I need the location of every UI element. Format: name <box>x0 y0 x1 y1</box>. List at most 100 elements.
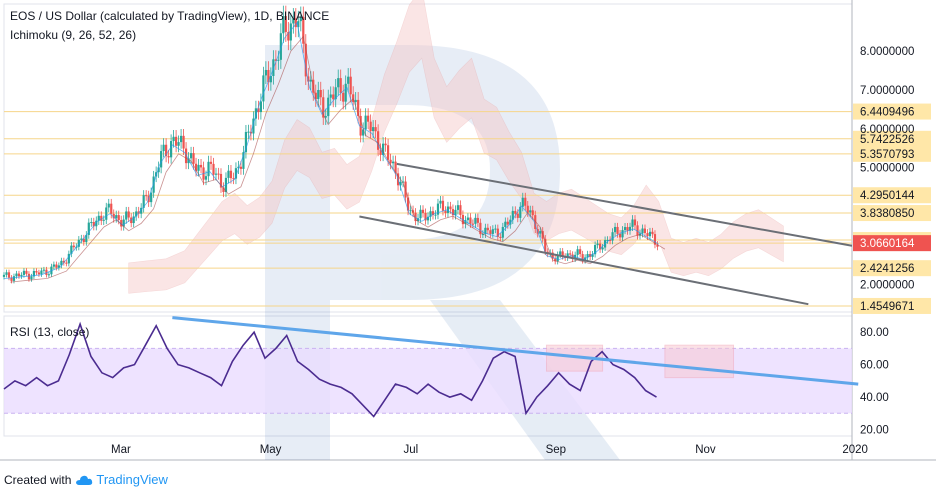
candle-body <box>382 143 385 155</box>
candle-body <box>277 59 280 61</box>
candle-body <box>157 167 160 173</box>
candle-body <box>571 254 574 259</box>
time-axis-tick: 2020 <box>842 444 868 456</box>
candle-body <box>354 99 357 103</box>
price-level-value: 6.4409496 <box>860 107 914 119</box>
created-with-label: Created with <box>4 472 72 487</box>
candle-body <box>125 211 128 220</box>
price-level-label: 2.4241256 <box>853 260 931 277</box>
candle-body <box>559 251 562 255</box>
candle-body <box>32 271 36 277</box>
candle-body <box>646 233 649 237</box>
candle-body <box>618 233 622 238</box>
candle-body <box>456 205 460 210</box>
candle-body <box>120 220 123 227</box>
candle-body <box>112 213 115 219</box>
candle-body <box>399 181 402 186</box>
candle-body <box>347 76 350 84</box>
candle-body <box>170 141 173 158</box>
candle-body <box>254 108 258 119</box>
rsi-line <box>3 321 657 418</box>
chart-title: EOS / US Dollar (calculated by TradingVi… <box>10 9 330 23</box>
candle-body <box>414 212 417 222</box>
candle-body <box>142 195 145 208</box>
candle-body <box>145 195 148 197</box>
candle-body <box>384 143 387 146</box>
time-axis-tick: May <box>260 444 282 456</box>
candle-body <box>189 153 193 159</box>
candle-body <box>297 21 300 28</box>
candle-body <box>304 43 307 77</box>
candle-body <box>207 161 210 177</box>
candle-body <box>476 217 479 223</box>
candle-body <box>377 131 380 150</box>
candle-body <box>636 225 639 236</box>
candle-body <box>60 260 63 266</box>
candle-body <box>135 211 138 217</box>
time-axis-tick: Jul <box>404 444 419 456</box>
candle-body <box>391 161 395 164</box>
candle-body <box>214 173 218 175</box>
candle-body <box>628 226 632 231</box>
candle-body <box>359 115 362 136</box>
rsi-label: RSI (13, close) <box>10 325 90 339</box>
price-level-badge <box>853 187 931 204</box>
candle-body <box>369 121 372 132</box>
candle-body <box>521 197 524 207</box>
candle-body <box>37 272 41 275</box>
candle-body <box>172 136 175 142</box>
candle-body <box>344 83 347 102</box>
price-level-value: 1.4549671 <box>860 301 914 313</box>
candle-body <box>67 253 70 264</box>
candle-body <box>606 239 609 241</box>
candle-body <box>179 135 183 143</box>
price-axis-tick: 6.0000000 <box>860 124 914 136</box>
candle-body <box>394 161 397 174</box>
candle-body <box>45 269 48 275</box>
candle-body <box>621 230 624 238</box>
candle-body <box>100 215 103 221</box>
price-level-label: 3.8380850 <box>853 205 931 222</box>
candle-body <box>633 219 637 226</box>
candle-body <box>349 76 352 95</box>
candle-body <box>257 108 260 113</box>
candle-body <box>469 217 472 224</box>
candle-body <box>434 214 437 216</box>
price-level-value: 5.7422526 <box>860 134 914 146</box>
candle-body <box>526 205 529 213</box>
candle-body <box>307 76 310 82</box>
candle-body <box>534 215 537 230</box>
candle-body <box>90 222 93 224</box>
candle-body <box>72 245 75 248</box>
candle-body <box>317 89 320 100</box>
candle-body <box>299 16 302 22</box>
price-level-label: 3.0660164 <box>853 235 931 252</box>
candle-body <box>209 161 213 164</box>
candle-body <box>162 144 165 152</box>
candle-body <box>62 260 65 263</box>
candle-body <box>294 18 297 28</box>
tradingview-logo[interactable]: TradingView <box>75 472 168 487</box>
candle-body <box>374 127 377 132</box>
candle-body <box>481 234 484 236</box>
price-level-label: 4.2950144 <box>853 187 931 204</box>
ichimoku-cloud <box>128 0 784 294</box>
candle-body <box>167 156 170 158</box>
candle-body <box>613 226 617 233</box>
rsi-axis-tick: 60.00 <box>860 360 889 372</box>
price-level-badge <box>853 260 931 277</box>
candle-body <box>616 226 619 234</box>
candle-body <box>70 245 73 254</box>
candle-body <box>184 148 188 164</box>
candle-body <box>504 221 507 227</box>
candle-body <box>444 210 447 213</box>
candle-body <box>554 258 557 262</box>
candle-body <box>441 200 445 211</box>
candle-body <box>55 264 58 268</box>
candle-body <box>569 253 572 255</box>
candle-body <box>10 277 13 281</box>
candle-body <box>401 181 405 183</box>
candle-body <box>80 238 83 240</box>
candle-body <box>329 94 332 98</box>
candle-body <box>234 168 238 179</box>
